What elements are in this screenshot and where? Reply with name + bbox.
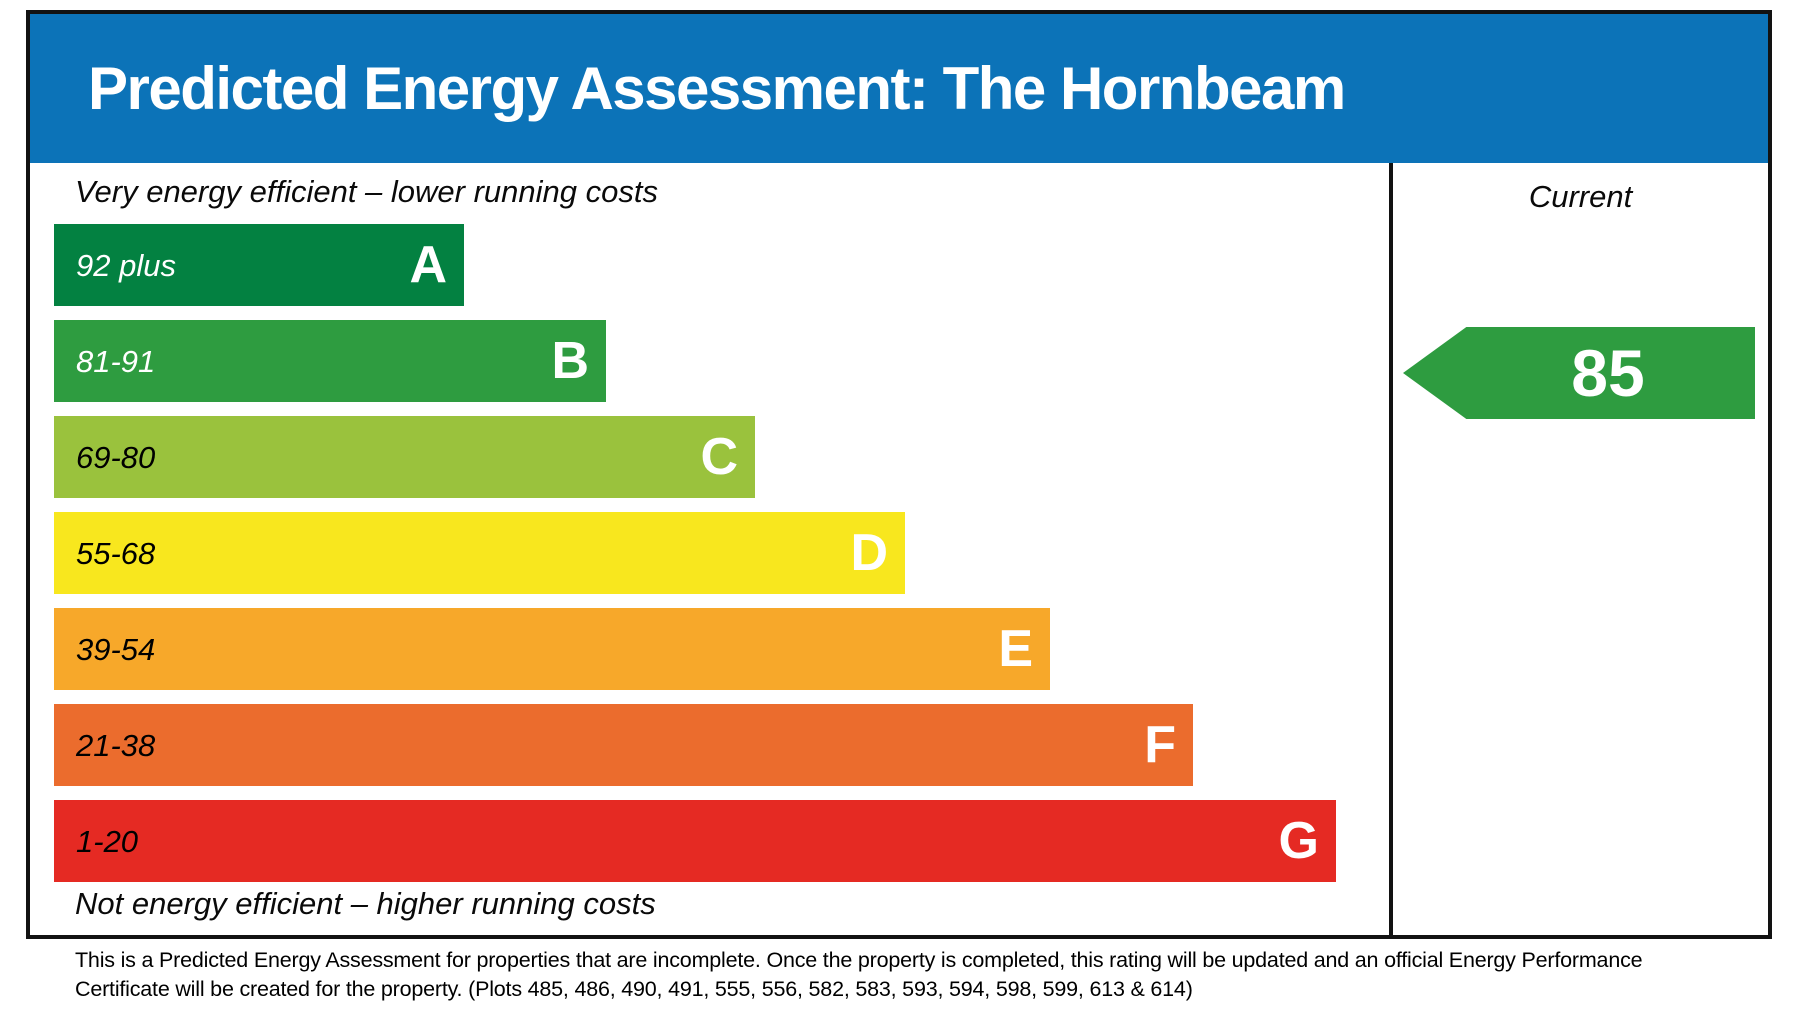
current-column-header: Current <box>1528 179 1633 214</box>
band-range-label: 1-20 <box>76 823 139 859</box>
band-letter: C <box>700 428 738 486</box>
chart-header-banner: Predicted Energy Assessment: The Hornbea… <box>30 14 1768 163</box>
band-range-label: 55-68 <box>76 535 156 571</box>
top-axis-caption: Very energy efficient – lower running co… <box>75 174 658 209</box>
epc-band-d: 55-68 D <box>54 512 905 594</box>
band-range-label: 69-80 <box>76 439 156 475</box>
epc-band-b: 81-91 B <box>54 320 606 402</box>
epc-chart-frame: Predicted Energy Assessment: The Hornbea… <box>26 10 1772 939</box>
band-letter: E <box>998 620 1033 678</box>
band-letter: B <box>551 332 589 390</box>
current-rating-value: 85 <box>1571 336 1645 410</box>
epc-band-g: 1-20 G <box>54 800 1336 882</box>
band-range-label: 92 plus <box>76 247 176 283</box>
current-rating-arrow: 85 <box>1403 327 1755 419</box>
band-range-label: 21-38 <box>76 727 156 763</box>
footnote-line-2: Certificate will be created for the prop… <box>75 976 1193 1001</box>
bottom-axis-caption: Not energy efficient – higher running co… <box>75 886 656 921</box>
current-column-divider <box>1389 163 1393 935</box>
band-letter: G <box>1278 812 1319 870</box>
epc-band-a: 92 plus A <box>54 224 464 306</box>
footnote-line-1: This is a Predicted Energy Assessment fo… <box>75 948 1643 972</box>
band-letter: F <box>1144 716 1176 774</box>
band-letter: A <box>409 236 447 294</box>
epc-band-f: 21-38 F <box>54 704 1193 786</box>
band-letter: D <box>850 524 888 582</box>
band-range-label: 39-54 <box>76 631 156 667</box>
epc-band-e: 39-54 E <box>54 608 1050 690</box>
band-range-label: 81-91 <box>76 343 156 379</box>
footnote: This is a Predicted Energy Assessment fo… <box>75 946 1643 1003</box>
page-title: Predicted Energy Assessment: The Hornbea… <box>88 55 1346 122</box>
epc-band-c: 69-80 C <box>54 416 755 498</box>
